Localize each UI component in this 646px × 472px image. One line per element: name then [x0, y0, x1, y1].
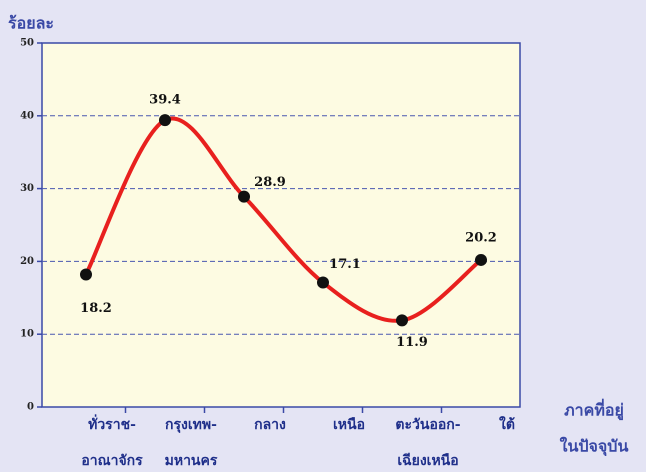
y-tick-label: 10 — [20, 329, 34, 340]
marker — [238, 190, 250, 203]
data-label: 11.9 — [396, 335, 428, 350]
x-tick-label: ใต้ — [499, 415, 515, 433]
y-tick-label: 20 — [20, 256, 34, 267]
x-tick-label: อาณาจักร — [81, 453, 143, 469]
x-tick-label: เหนือ — [333, 417, 365, 433]
marker — [475, 253, 487, 266]
x-tick-label: เฉียงเหนือ — [397, 453, 458, 469]
x-axis-label: ภาคที่อยู่ — [564, 399, 624, 422]
y-tick-label: 0 — [27, 402, 34, 413]
marker — [317, 276, 329, 289]
x-tick-label: มหานคร — [165, 453, 218, 469]
y-tick-label: 30 — [20, 183, 34, 194]
data-label: 20.2 — [465, 230, 497, 245]
x-tick-label: ทั่วราช- — [88, 414, 136, 433]
y-tick-label: 40 — [20, 110, 34, 121]
data-label: 28.9 — [254, 175, 286, 190]
marker — [396, 314, 408, 327]
plot-area — [41, 42, 521, 408]
marker — [80, 268, 92, 281]
y-tick-label: 50 — [20, 38, 34, 49]
marker — [159, 114, 171, 127]
y-axis-label: ร้อยละ — [8, 14, 54, 33]
data-label: 39.4 — [149, 93, 181, 108]
x-axis-label: ในปัจจุบัน — [560, 437, 629, 457]
x-tick-label: กรุงเทพ- — [165, 417, 217, 433]
x-tick-label: ตะวันออก- — [395, 417, 460, 433]
data-label: 18.2 — [80, 301, 112, 316]
data-label: 17.1 — [329, 257, 361, 272]
x-tick-label: กลาง — [254, 417, 286, 433]
